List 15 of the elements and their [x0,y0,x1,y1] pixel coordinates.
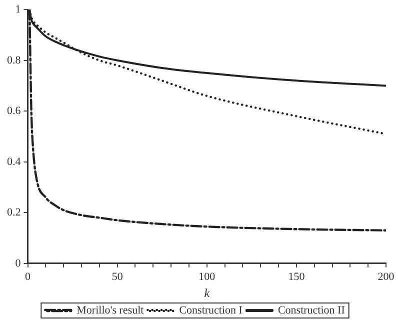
x-tick-label: 150 [288,270,306,283]
legend-label: Construction II [278,304,346,316]
y-tick-label: 1 [15,3,21,16]
y-tick-label: 0.6 [7,105,22,118]
x-tick-label: 200 [378,270,395,283]
x-tick-label: 50 [112,270,124,283]
y-tick-label: 0 [15,257,22,270]
x-tick-label: 100 [198,270,216,283]
y-tick-label: 0.4 [7,156,22,168]
legend-label: Morillo's result [76,304,144,316]
x-tick-label: 0 [25,270,31,283]
x-axis-title: k [204,286,210,300]
y-tick-label: 0.2 [7,206,21,219]
legend-label: Construction I [179,304,243,316]
y-tick-label: 0.8 [7,54,22,66]
